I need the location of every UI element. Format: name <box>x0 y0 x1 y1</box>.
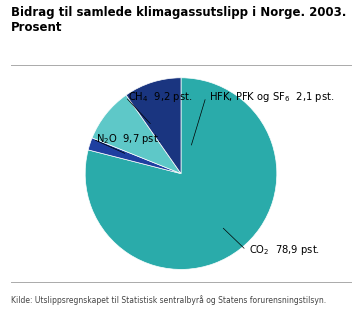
Text: CO$_2$  78,9 pst.: CO$_2$ 78,9 pst. <box>249 243 320 257</box>
Text: HFK, PFK og SF$_6$  2,1 pst.: HFK, PFK og SF$_6$ 2,1 pst. <box>209 90 334 104</box>
Wedge shape <box>92 95 181 174</box>
Wedge shape <box>88 138 181 174</box>
Text: Bidrag til samlede klimagassutslipp i Norge. 2003.
Prosent: Bidrag til samlede klimagassutslipp i No… <box>11 6 346 34</box>
Text: N$_2$O  9,7 pst.: N$_2$O 9,7 pst. <box>96 132 161 146</box>
Text: CH$_4$  9,2 pst.: CH$_4$ 9,2 pst. <box>128 90 193 104</box>
Text: Kilde: Utslippsregnskapet til Statistisk sentralbyrå og Statens forurensningstil: Kilde: Utslippsregnskapet til Statistisk… <box>11 295 326 305</box>
Wedge shape <box>126 78 181 174</box>
Wedge shape <box>85 78 277 269</box>
